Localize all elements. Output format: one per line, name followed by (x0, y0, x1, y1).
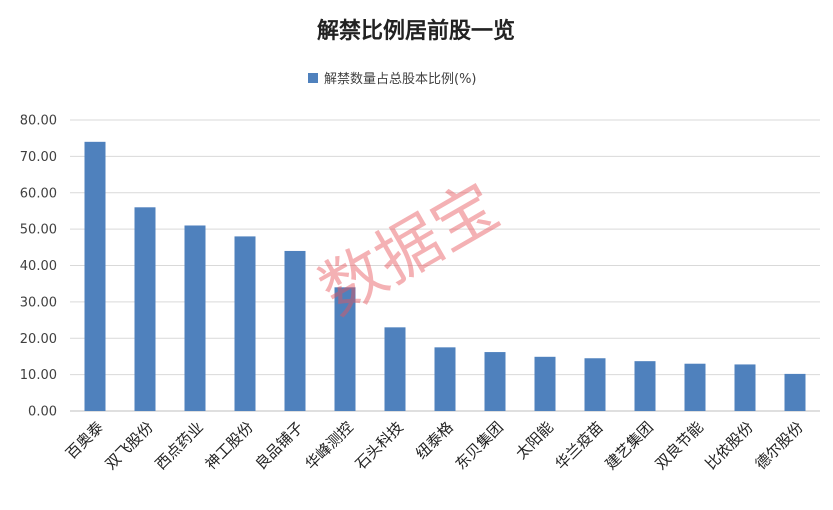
y-tick-label: 20.00 (20, 332, 57, 347)
x-category-label: 东贝集团 (452, 418, 507, 473)
bar (184, 225, 206, 411)
y-tick-label: 50.00 (20, 223, 57, 238)
x-category-label: 神工股份 (202, 418, 257, 473)
bar (334, 287, 356, 411)
y-tick-label: 80.00 (20, 114, 57, 129)
bar (784, 373, 806, 411)
legend-label: 解禁数量占总股本比例(%) (324, 72, 477, 87)
y-axis-ticks: 0.00 10.00 20.00 30.00 40.00 50.00 60.00 70.00 8… (20, 114, 57, 420)
y-tick-label: 40.00 (20, 259, 57, 274)
bar (684, 363, 706, 411)
y-tick-label: 70.00 (20, 150, 57, 165)
x-category-label: 西点药业 (152, 418, 207, 473)
bars (84, 141, 806, 411)
y-tick-label: 10.00 (20, 368, 57, 383)
x-category-label: 良品铺子 (252, 418, 307, 473)
bar (434, 347, 456, 411)
bar (284, 250, 306, 411)
x-category-label: 石头科技 (352, 418, 407, 473)
y-tick-label: 0.00 (28, 405, 57, 420)
bar (734, 364, 756, 411)
bar (234, 236, 256, 411)
y-tick-label: 30.00 (20, 295, 57, 310)
chart-title: 解禁比例居前股一览 (317, 18, 515, 44)
bar (534, 356, 556, 411)
x-category-label: 华兰疫苗 (552, 418, 607, 473)
x-category-label: 华峰测控 (302, 418, 357, 473)
bar (84, 141, 106, 411)
x-category-label: 双飞股份 (102, 418, 157, 473)
x-category-label: 百奥泰 (62, 418, 107, 463)
bar (634, 361, 656, 411)
watermark: 数据宝 (308, 170, 511, 330)
x-category-label: 德尔股份 (752, 418, 807, 473)
bar (384, 327, 406, 411)
x-category-label: 太阳能 (512, 418, 557, 463)
x-category-label: 纽泰格 (412, 418, 457, 463)
y-tick-label: 60.00 (20, 186, 57, 201)
x-category-label: 双良节能 (652, 418, 707, 473)
x-category-label: 比依股份 (702, 418, 757, 473)
bar (584, 358, 606, 411)
bar (134, 207, 156, 411)
x-category-label: 建艺集团 (602, 418, 657, 473)
legend-swatch (308, 73, 318, 83)
bar (484, 352, 506, 411)
